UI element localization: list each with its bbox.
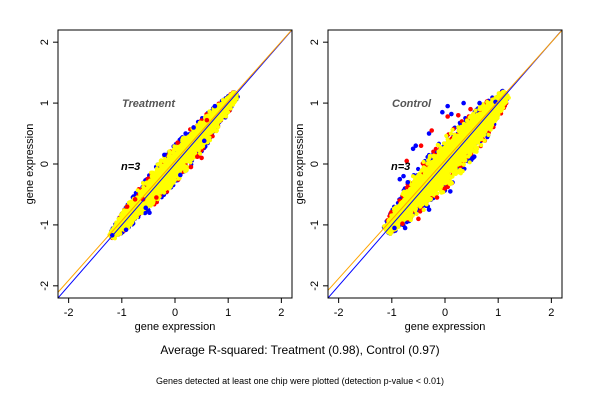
plot-area (58, 30, 292, 298)
data-point (127, 200, 132, 205)
data-point (171, 147, 176, 152)
data-point (124, 222, 129, 227)
data-point (131, 217, 136, 222)
data-point (170, 156, 175, 161)
data-point (166, 179, 171, 184)
data-point (207, 109, 212, 114)
data-point (196, 128, 201, 133)
data-point (134, 215, 139, 220)
data-point (160, 179, 166, 184)
data-point (138, 207, 143, 212)
data-point (164, 163, 169, 168)
data-point (176, 148, 181, 153)
data-point (162, 184, 167, 189)
data-point (214, 128, 219, 133)
data-point (199, 145, 204, 150)
data-point (153, 172, 158, 178)
data-point (168, 173, 173, 178)
data-point (167, 149, 172, 154)
data-point (141, 185, 146, 190)
data-point (193, 151, 198, 156)
data-point (175, 153, 180, 158)
data-point (221, 101, 226, 106)
data-point (148, 194, 154, 199)
data-point (194, 134, 199, 139)
data-point (180, 139, 185, 144)
data-point (221, 113, 226, 118)
data-point (188, 152, 193, 157)
data-point (158, 161, 163, 166)
data-point (159, 164, 164, 169)
data-point (156, 170, 161, 175)
data-point (186, 134, 191, 139)
data-point (149, 197, 154, 202)
data-point (195, 124, 200, 129)
data-point (176, 144, 181, 149)
data-point (154, 166, 159, 171)
data-point (164, 158, 170, 163)
data-point (174, 163, 179, 168)
data-point (117, 226, 122, 232)
data-point (180, 160, 185, 165)
data-point (197, 151, 203, 156)
data-point (151, 200, 156, 205)
data-point (216, 117, 221, 122)
data-point (149, 174, 154, 179)
data-point (216, 124, 221, 130)
data-point (118, 213, 123, 218)
data-point (206, 138, 211, 143)
data-point (218, 104, 223, 109)
data-point (171, 176, 176, 181)
data-point (183, 169, 188, 174)
data-point (193, 130, 198, 135)
data-point (139, 190, 144, 195)
data-point (191, 154, 196, 159)
data-point (202, 133, 207, 138)
data-point (187, 158, 192, 163)
data-point (146, 202, 151, 207)
data-point (183, 164, 189, 169)
data-point (224, 109, 229, 114)
data-point (178, 165, 183, 170)
data-point (211, 122, 217, 127)
data-point (166, 154, 171, 159)
data-point (143, 181, 149, 186)
data-point (196, 147, 201, 152)
